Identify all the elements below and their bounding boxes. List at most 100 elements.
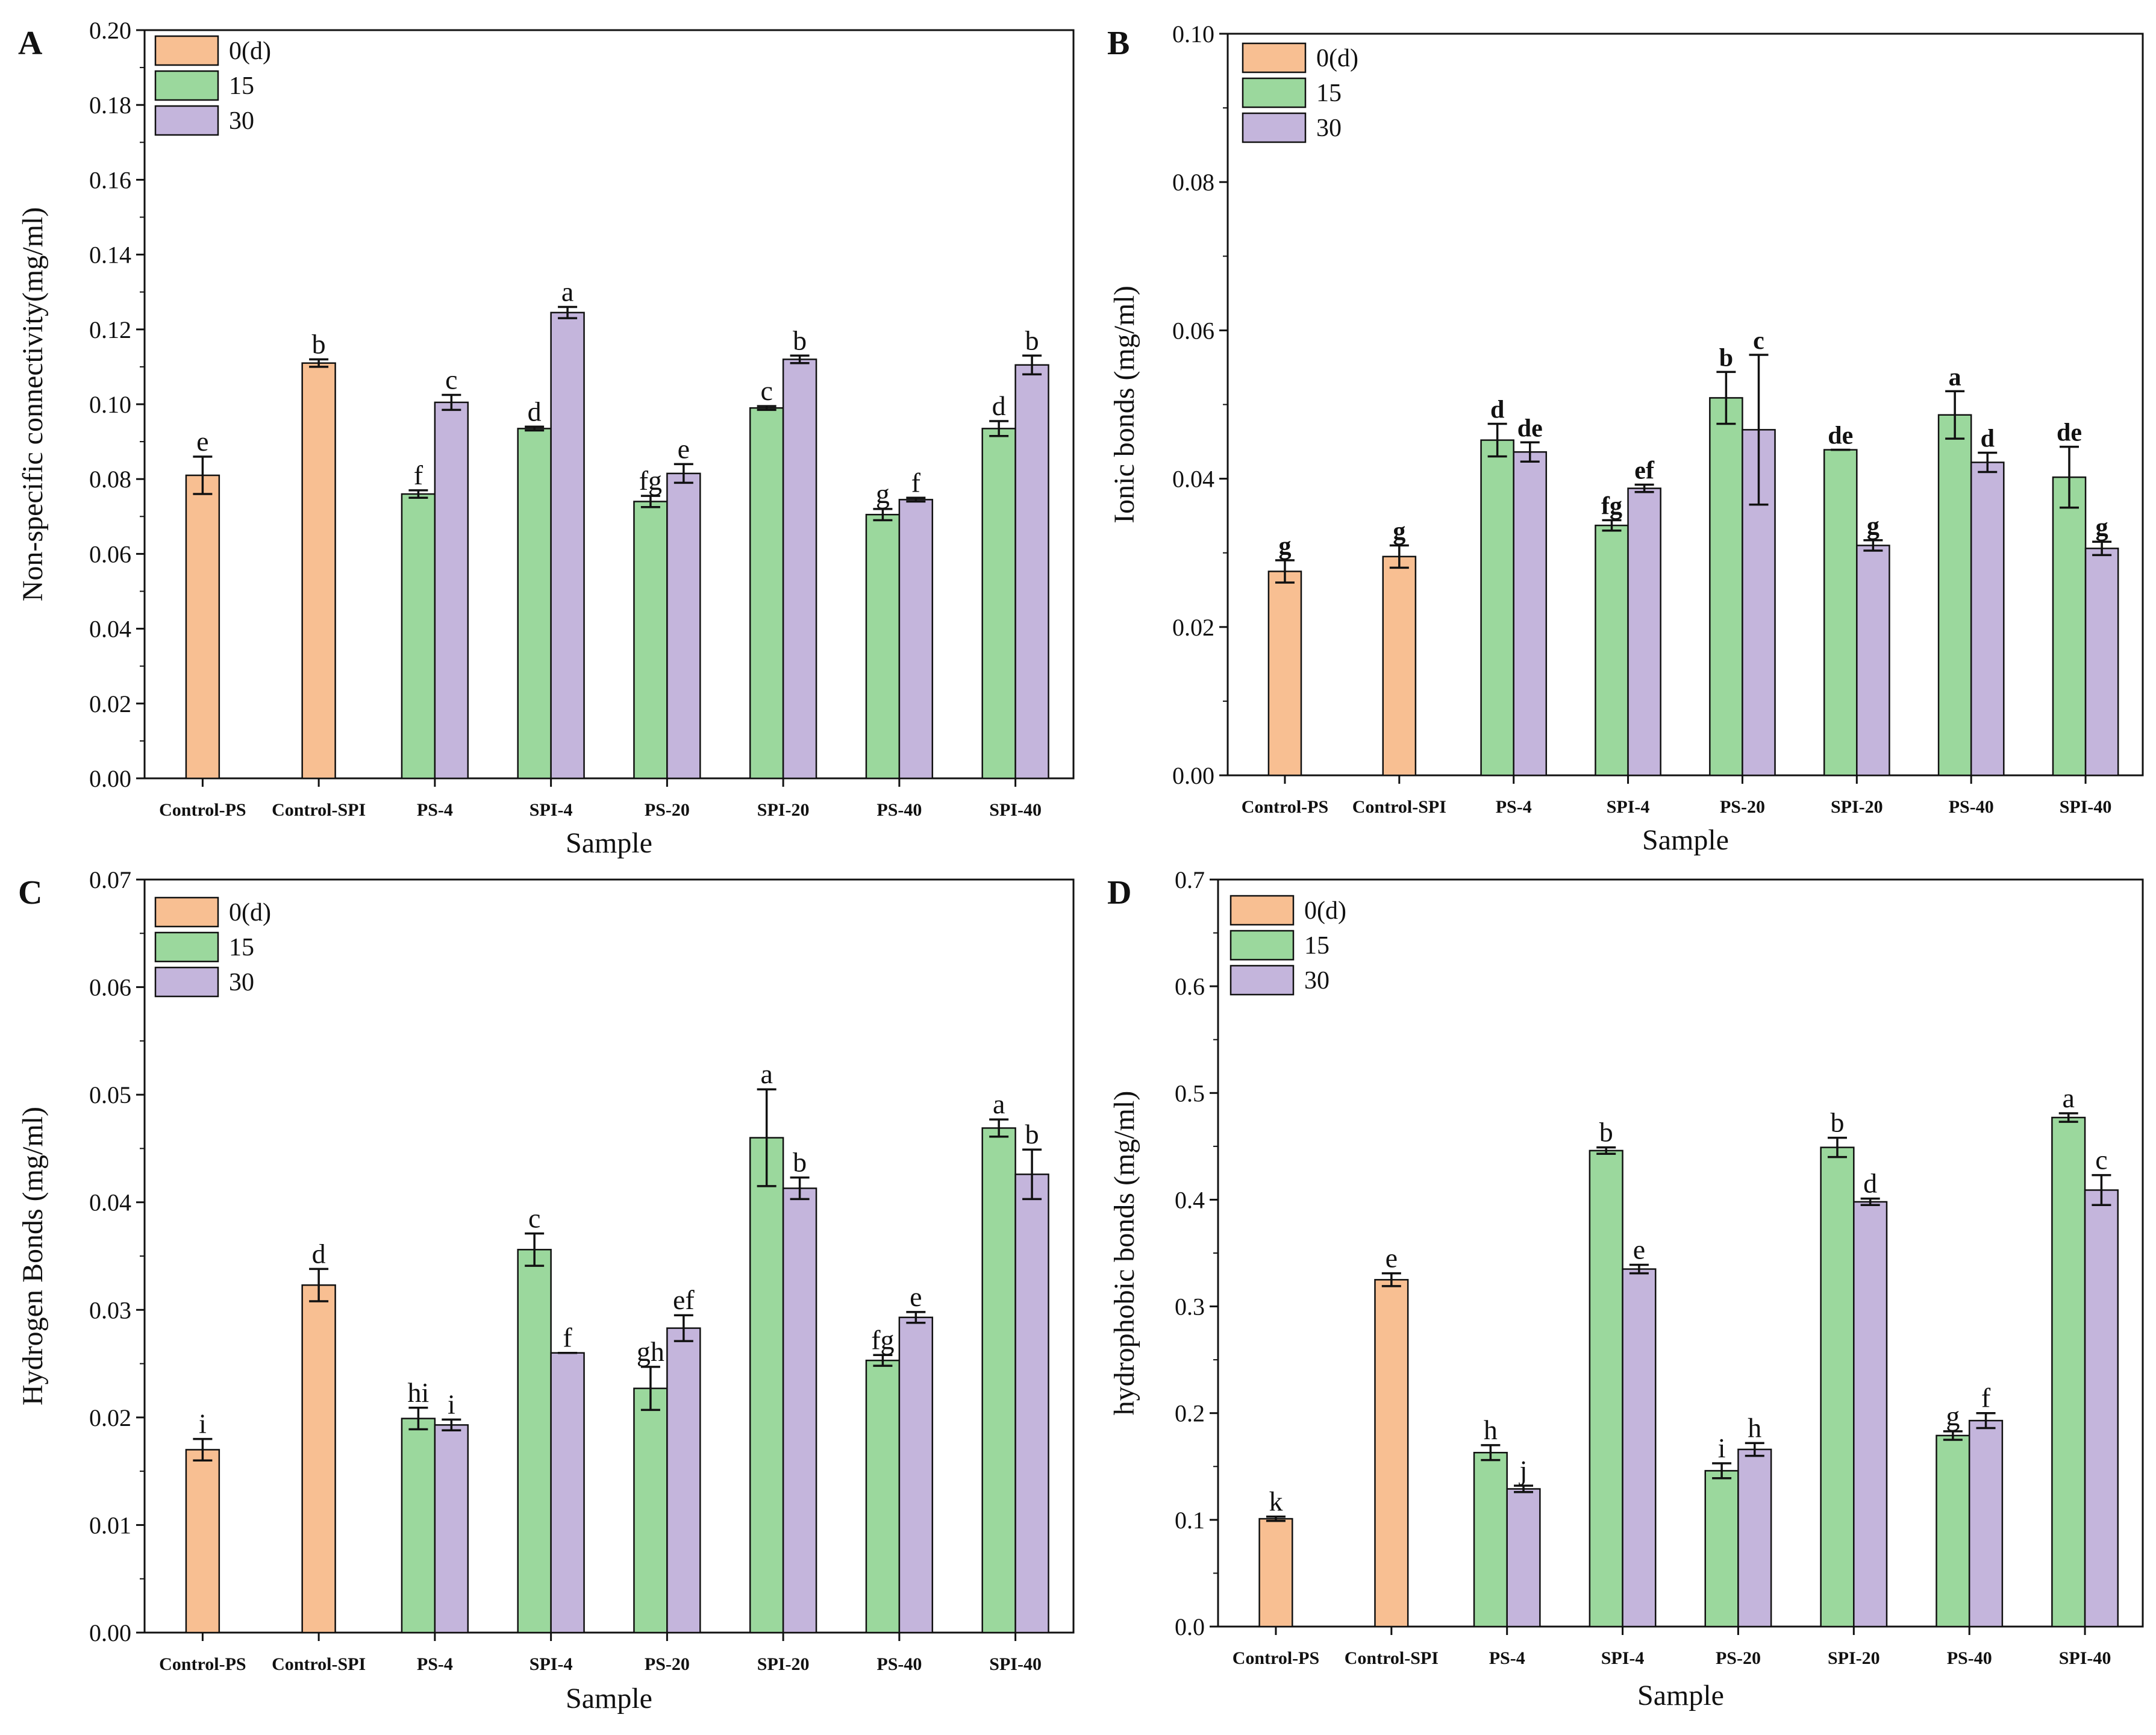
significance-label: d — [1490, 396, 1504, 424]
error-bar — [1860, 1197, 1880, 1207]
significance-label: e — [1386, 1243, 1398, 1274]
significance-label: b — [1599, 1117, 1613, 1148]
error-bar — [525, 425, 545, 432]
bar-a-15-ps-20 — [633, 501, 668, 780]
y-tick-label: 0.04 — [89, 1189, 131, 1216]
y-tick-label: 0.12 — [89, 316, 131, 343]
legend: 0(d) 15 30 — [1230, 895, 1346, 996]
significance-label: ef — [673, 1284, 695, 1315]
error-bar — [1481, 1444, 1501, 1461]
x-tick-label: SPI-20 — [1828, 1648, 1880, 1668]
error-bar — [1943, 1430, 1963, 1441]
error-bar — [673, 463, 693, 484]
error-bar — [1022, 1148, 1042, 1201]
error-bar — [1514, 1484, 1534, 1493]
error-bar — [1266, 1515, 1286, 1522]
significance-label: g — [1393, 517, 1405, 545]
plot-frame — [1217, 878, 2144, 1628]
significance-label: j — [1519, 1455, 1528, 1486]
y-tick-label: 0.00 — [89, 1619, 131, 1646]
bar-c-15-spi-4 — [517, 1249, 552, 1634]
y-tick-label: 0.0 — [1175, 1613, 1205, 1640]
bar-d-15-spi-40 — [2051, 1116, 2086, 1628]
panel-letter: C — [18, 874, 42, 911]
significance-label: f — [414, 460, 423, 490]
x-tick-label: Control-PS — [159, 800, 246, 820]
error-bar — [1381, 1272, 1401, 1287]
significance-label: k — [1269, 1486, 1283, 1517]
significance-label: a — [760, 1058, 772, 1089]
legend-label: 15 — [1316, 80, 1342, 107]
legend: 0(d) 15 30 — [154, 896, 271, 998]
legend-label: 30 — [1304, 967, 1330, 995]
panel-letter: D — [1107, 874, 1131, 911]
error-bar — [2092, 1174, 2111, 1207]
x-axis-title: Sample — [1642, 824, 1729, 856]
plot-frame — [143, 878, 1075, 1634]
x-axis-title: Sample — [566, 1683, 652, 1715]
error-bar — [442, 393, 461, 411]
plot-frame — [143, 29, 1075, 780]
legend-label: 0(d) — [1304, 897, 1346, 925]
bar-d-30-ps-20 — [1737, 1448, 1772, 1628]
significance-label: i — [448, 1389, 455, 1419]
y-tick-label: 0.02 — [1172, 614, 1214, 641]
error-bar — [757, 1088, 776, 1187]
error-bar — [640, 495, 660, 508]
error-bar — [442, 1418, 461, 1432]
significance-label: a — [561, 277, 573, 307]
error-bar — [1596, 1146, 1616, 1155]
bar-d-30-ps-4 — [1506, 1488, 1541, 1628]
x-tick-label: SPI-40 — [989, 1654, 1042, 1674]
chart-panel-a: A 0.00 0.02 0.04 0.06 0.08 0.10 0.12 0.14 0.16 0.1… — [17, 17, 1075, 859]
significance-label: b — [1830, 1107, 1844, 1138]
significance-label: h — [1484, 1415, 1498, 1445]
error-bar — [790, 354, 810, 364]
panel-letter: B — [1107, 25, 1130, 62]
x-tick-label: Control-SPI — [1352, 797, 1446, 817]
x-tick-label: Control-PS — [159, 1654, 246, 1674]
y-tick-label: 0.16 — [89, 166, 131, 193]
panel-letter: A — [18, 25, 43, 62]
bar-a-15-ps-4 — [401, 493, 436, 780]
error-bar — [1945, 390, 1965, 440]
x-tick-label: PS-20 — [1720, 797, 1765, 817]
bar-a-15-spi-40 — [981, 428, 1016, 780]
error-bar — [873, 508, 893, 522]
legend-swatch — [154, 966, 219, 998]
x-tick-label: SPI-40 — [2059, 1648, 2111, 1668]
significance-label: e — [196, 426, 208, 457]
y-tick-label: 0.5 — [1175, 1080, 1205, 1107]
x-tick-label: SPI-20 — [757, 1654, 810, 1674]
x-tick-label: SPI-20 — [757, 800, 810, 820]
bar-a-15-ps-40 — [865, 513, 901, 780]
significance-label: i — [1718, 1433, 1726, 1463]
y-tick-label: 0.10 — [89, 391, 131, 418]
bar-d-15-spi-4 — [1589, 1149, 1623, 1628]
legend-swatch — [1230, 930, 1295, 961]
bar-c-0d-control-spi — [301, 1284, 336, 1634]
bar-b-30-spi-40 — [2084, 548, 2119, 777]
significance-label: b — [1025, 1119, 1039, 1149]
error-bar — [1716, 370, 1736, 425]
x-axis-title: Sample — [566, 827, 652, 859]
bar-d-0d-control-spi — [1374, 1279, 1409, 1628]
legend-swatch — [1230, 895, 1295, 926]
bar-d-30-spi-4 — [1622, 1268, 1657, 1628]
error-bar — [989, 1118, 1009, 1138]
y-tick-label: 0.08 — [89, 466, 131, 493]
legend-label: 15 — [229, 934, 254, 961]
y-tick-label: 0.14 — [89, 242, 131, 269]
error-bar — [2092, 540, 2112, 557]
y-tick-label: 0.02 — [89, 1404, 131, 1431]
error-bar — [1976, 1411, 1996, 1430]
bar-a-30-spi-40 — [1014, 364, 1049, 780]
bar-a-15-spi-4 — [517, 428, 552, 780]
significance-label: e — [910, 1281, 922, 1312]
legend-label: 15 — [1304, 932, 1330, 960]
x-tick-label: Control-PS — [1233, 1648, 1319, 1668]
y-tick-label: 0.6 — [1175, 973, 1205, 1000]
bar-c-30-spi-20 — [782, 1187, 817, 1634]
legend-swatch — [1230, 964, 1295, 996]
significance-label: f — [911, 467, 921, 498]
